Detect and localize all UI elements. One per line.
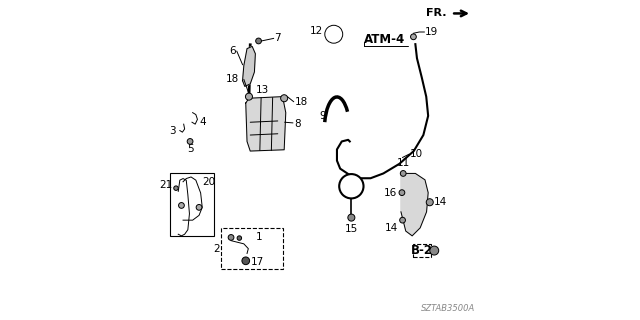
Circle shape	[228, 235, 234, 240]
Text: SZTAB3500A: SZTAB3500A	[421, 304, 475, 313]
Text: 2: 2	[213, 244, 220, 254]
Text: 10: 10	[410, 149, 423, 159]
Text: ATM-4: ATM-4	[364, 33, 405, 45]
Text: B-2: B-2	[411, 244, 433, 257]
Circle shape	[280, 95, 287, 102]
Text: 18: 18	[226, 74, 239, 84]
Polygon shape	[243, 46, 255, 86]
Text: 9: 9	[319, 111, 326, 121]
Text: 6: 6	[229, 45, 236, 56]
Circle shape	[411, 34, 417, 40]
Text: 19: 19	[425, 27, 438, 37]
Circle shape	[325, 25, 343, 43]
Circle shape	[187, 139, 193, 144]
Polygon shape	[246, 97, 285, 151]
Circle shape	[246, 93, 253, 100]
Circle shape	[328, 28, 340, 41]
Text: 5: 5	[187, 144, 193, 154]
Text: 7: 7	[275, 33, 281, 44]
Circle shape	[174, 186, 178, 190]
Polygon shape	[401, 173, 428, 236]
Text: 12: 12	[310, 26, 323, 36]
Circle shape	[399, 190, 405, 196]
Circle shape	[426, 199, 433, 206]
Bar	[413, 244, 431, 257]
Text: 14: 14	[435, 197, 447, 207]
Circle shape	[401, 171, 406, 176]
Bar	[170, 173, 214, 236]
Text: 3: 3	[169, 125, 175, 136]
Circle shape	[196, 204, 202, 210]
Text: 14: 14	[385, 223, 398, 233]
Text: 13: 13	[255, 85, 269, 95]
Text: 16: 16	[383, 188, 397, 198]
Text: 18: 18	[295, 97, 308, 108]
Text: 1: 1	[255, 232, 262, 243]
Text: 8: 8	[294, 118, 300, 129]
Circle shape	[430, 246, 439, 255]
Circle shape	[256, 38, 262, 44]
Text: 21: 21	[159, 180, 172, 190]
Text: 11: 11	[397, 158, 410, 168]
Text: FR.: FR.	[426, 8, 447, 19]
Text: 17: 17	[251, 257, 264, 268]
Circle shape	[237, 236, 242, 240]
Circle shape	[339, 174, 364, 198]
Text: 4: 4	[199, 116, 205, 127]
Circle shape	[399, 217, 406, 223]
Circle shape	[242, 257, 250, 265]
Bar	[221, 228, 283, 269]
Text: 15: 15	[345, 224, 358, 234]
Circle shape	[348, 214, 355, 221]
Text: 20: 20	[202, 177, 216, 188]
Circle shape	[179, 203, 184, 208]
